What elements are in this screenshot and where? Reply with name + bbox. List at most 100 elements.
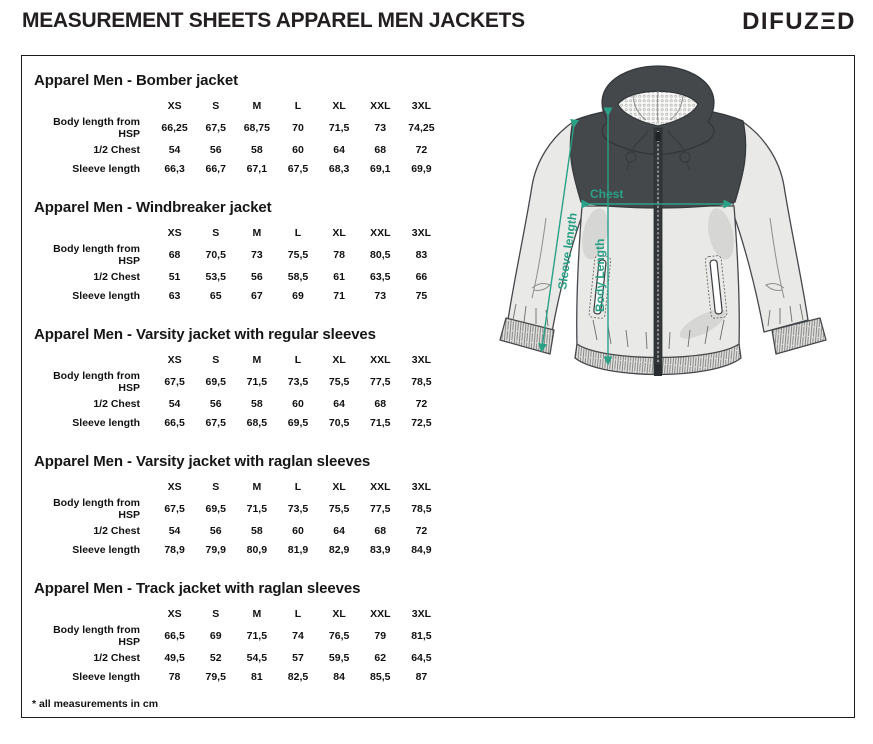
row-label: Sleeve length <box>72 416 140 429</box>
measurement-value: 75,5 <box>328 376 350 388</box>
size-header: M <box>252 480 262 493</box>
measurement-value: 71 <box>333 289 345 302</box>
size-header: XS <box>167 353 182 366</box>
size-header: L <box>294 353 302 366</box>
table-row: 1/2 Chest 54 56 58 60 64 68 72 <box>32 521 442 540</box>
measurement-value: 49,5 <box>164 651 185 664</box>
size-header: M <box>252 226 262 239</box>
measurement-value: 56 <box>251 270 263 283</box>
size-header: XXL <box>370 226 391 239</box>
table-row: Body length from HSP 66,25 67,5 68,75 70 71,5… <box>32 116 442 140</box>
measurement-value: 68 <box>374 143 387 156</box>
measurement-value: 68,75 <box>243 122 270 134</box>
measurement-value: 62 <box>374 651 387 664</box>
size-header: S <box>212 226 220 239</box>
size-header: 3XL <box>411 353 432 366</box>
size-header: XS <box>167 226 182 239</box>
table-section: Apparel Men - Varsity jacket with raglan… <box>32 453 444 559</box>
size-header: L <box>294 607 302 620</box>
measurement-value: 58,5 <box>287 270 309 283</box>
table-section: Apparel Men - Windbreaker jacket XS S M L XL X… <box>32 199 444 305</box>
row-label: 1/2 Chest <box>93 524 140 537</box>
measurement-table: XS S M L XL XXL 3XL Body length from HSP 67,5 69,… <box>32 476 442 559</box>
measurement-value: 60 <box>292 524 304 537</box>
measurement-value: 64 <box>333 143 345 156</box>
measurement-value: 68,3 <box>328 162 350 175</box>
measurement-value: 64 <box>333 524 345 537</box>
measurement-value: 52 <box>209 651 222 664</box>
size-header: XS <box>167 99 182 112</box>
row-label: Sleeve length <box>72 289 140 302</box>
size-header: S <box>212 480 220 493</box>
measurement-value: 54 <box>168 143 181 156</box>
row-label: 1/2 Chest <box>93 397 140 410</box>
measurement-value: 80,9 <box>246 543 268 556</box>
measurement-value: 71,5 <box>370 416 391 429</box>
measurement-value: 66,25 <box>161 122 188 134</box>
body-length-label: Body Length <box>593 239 607 312</box>
gather-strokes <box>512 303 804 350</box>
measurement-value: 58 <box>251 524 263 537</box>
measurement-value: 73 <box>374 289 387 302</box>
table-title: Apparel Men - Track jacket with raglan s… <box>34 580 361 597</box>
measurement-value: 72 <box>415 397 428 410</box>
measurement-value: 78,5 <box>411 376 432 388</box>
measurement-value: 71,5 <box>246 503 268 515</box>
jacket-diagram: Sleeve length Body Length Chest <box>499 65 827 376</box>
measurement-value: 66,3 <box>164 162 185 175</box>
measurement-value: 79,5 <box>205 670 226 683</box>
hood-drawcords <box>625 129 691 171</box>
measurement-value: 69,1 <box>370 162 391 175</box>
corner-cell <box>32 222 154 243</box>
measurement-value: 87 <box>415 670 428 683</box>
measurement-value: 70,5 <box>205 249 226 261</box>
measurement-value: 67,5 <box>164 503 185 515</box>
measurement-value: 58 <box>251 397 263 410</box>
measurement-value: 78,5 <box>411 503 432 515</box>
row-label: 1/2 Chest <box>93 143 140 156</box>
pocket-right <box>704 255 728 319</box>
size-header: M <box>252 353 262 366</box>
measurement-value: 72,5 <box>411 416 432 429</box>
measurement-value: 66,5 <box>164 416 185 429</box>
measurement-value: 67,5 <box>164 376 185 388</box>
measurement-value: 66,5 <box>164 630 185 642</box>
table-title: Apparel Men - Varsity jacket with raglan… <box>34 453 371 470</box>
measurement-value: 79 <box>374 630 387 642</box>
brand-logo: DIFUZΞD <box>742 8 856 35</box>
size-header: XL <box>332 607 346 620</box>
measurement-value: 59,5 <box>328 651 350 664</box>
corner-cell <box>32 95 154 116</box>
chest-label: Chest <box>590 187 623 201</box>
measurement-value: 70 <box>292 122 304 134</box>
table-row: 1/2 Chest 51 53,5 56 58,5 61 63,5 66 <box>32 267 442 286</box>
table-section: Apparel Men - Track jacket with raglan s… <box>32 580 444 686</box>
measurement-value: 63,5 <box>370 270 391 283</box>
size-header: 3XL <box>411 480 432 493</box>
table-title: Apparel Men - Varsity jacket with regula… <box>34 326 376 343</box>
table-section: Apparel Men - Varsity jacket with regula… <box>32 326 444 432</box>
measurement-value: 67,5 <box>205 122 226 134</box>
measurement-value: 68 <box>374 524 387 537</box>
row-label: Body length from HSP <box>53 116 140 140</box>
size-header-row: XS S M L XL XXL 3XL <box>32 95 442 116</box>
measurement-value: 60 <box>292 397 304 410</box>
size-header: XXL <box>370 353 391 366</box>
row-label: Body length from HSP <box>53 497 140 521</box>
size-header-row: XS S M L XL XXL 3XL <box>32 349 442 370</box>
table-row: Sleeve length 78,9 79,9 80,9 81,9 82,9 83,9 84,… <box>32 540 442 559</box>
table-section: Apparel Men - Bomber jacket XS S M L XL XXL 3XL… <box>32 72 444 178</box>
measurement-value: 64 <box>333 397 345 410</box>
measurement-value: 71,5 <box>246 376 268 388</box>
size-header: M <box>252 607 262 620</box>
size-header-row: XS S M L XL XXL 3XL <box>32 476 442 497</box>
measurement-value: 73,5 <box>287 503 309 515</box>
measurement-value: 79,9 <box>205 543 226 556</box>
measurement-value: 83,9 <box>370 543 391 556</box>
measurement-value: 73,5 <box>287 376 309 388</box>
size-header: 3XL <box>411 99 432 112</box>
measurement-value: 60 <box>292 143 304 156</box>
row-label: Sleeve length <box>72 543 140 556</box>
size-header: XXL <box>370 607 391 620</box>
size-header: XS <box>167 607 182 620</box>
